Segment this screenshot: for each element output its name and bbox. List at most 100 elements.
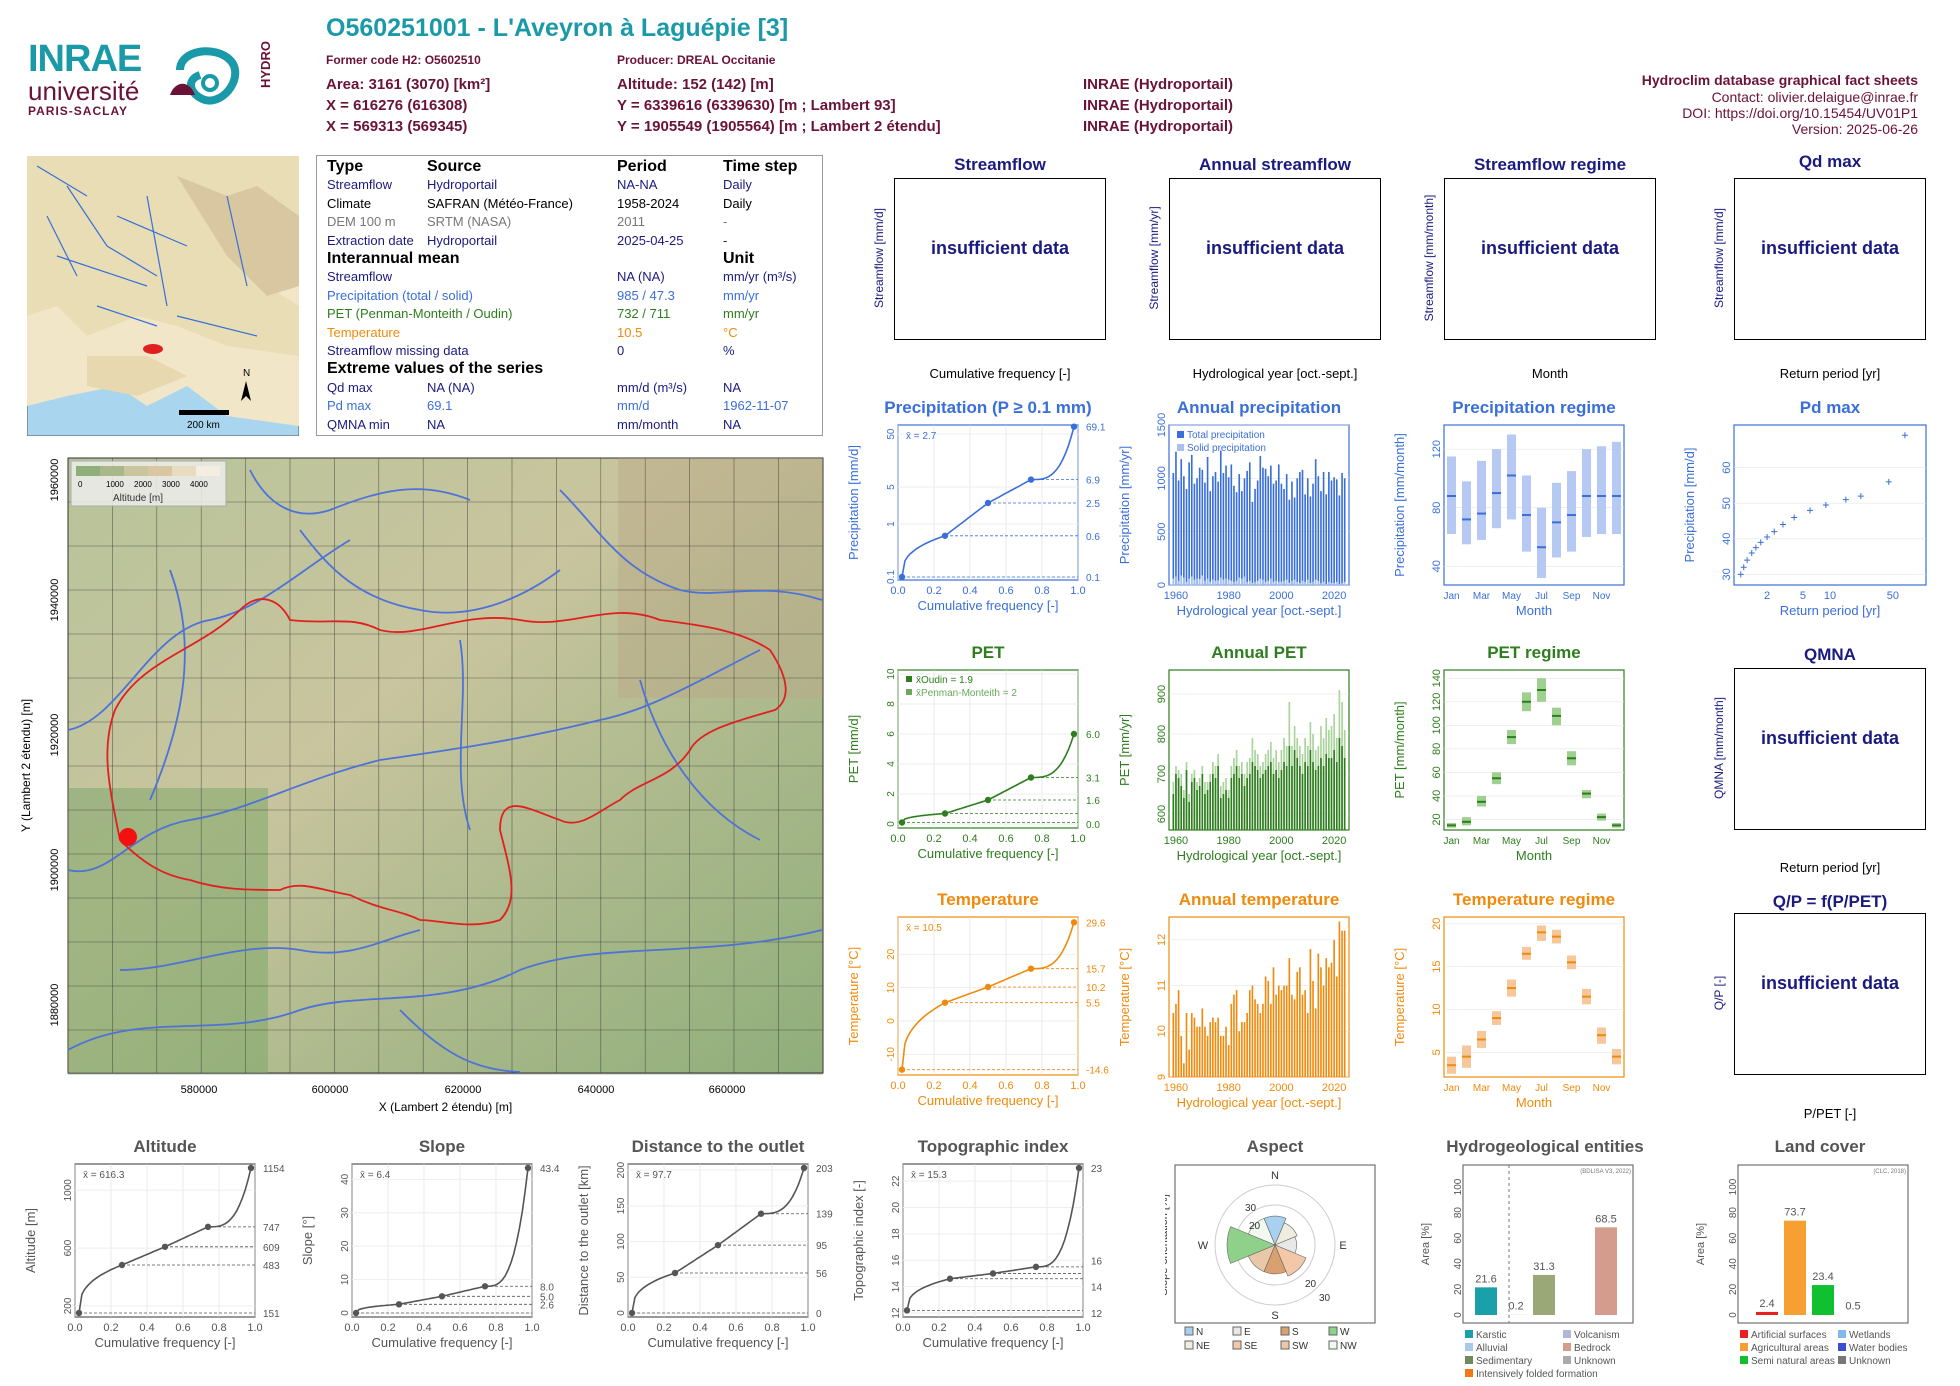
- bar-solid: [1296, 581, 1299, 585]
- tick-label: 5: [1800, 590, 1806, 602]
- legend-label: NW: [1340, 1341, 1357, 1352]
- tick-label: 5: [886, 484, 897, 490]
- tick-label: 0.0: [895, 1322, 910, 1334]
- head-timestep: Time step: [723, 158, 798, 175]
- legend-swatch: [1465, 1356, 1473, 1364]
- tick-label: 4: [886, 761, 897, 767]
- pd-point: [1807, 507, 1814, 514]
- bar-solid: [1172, 578, 1175, 585]
- bar: [1196, 1026, 1198, 1077]
- x-axis-label: Cumulative frequency [-]: [923, 1335, 1064, 1350]
- bar-semi-natural-areas: [1812, 1285, 1834, 1315]
- tick-label: 120: [1431, 440, 1443, 458]
- ext-value: NA (NA): [427, 379, 475, 395]
- y-axis-label: Y (Lambert 2 étendu) [m]: [19, 699, 33, 832]
- bar-solid: [1338, 583, 1341, 585]
- tick-label: 0.0: [67, 1322, 82, 1334]
- tick-label: 120: [1431, 693, 1443, 711]
- quantile-point: [75, 1309, 83, 1317]
- tick-label: 10: [340, 1274, 351, 1286]
- bar-oudin: [1328, 758, 1330, 830]
- y-lambert93: Y = 6339616 (6339630) [m ; Lambert 93]: [617, 97, 896, 114]
- tick-label: 500: [1156, 522, 1168, 540]
- bar-solid: [1306, 579, 1309, 585]
- bar-oudin: [1246, 778, 1248, 830]
- contact[interactable]: Contact: olivier.delaigue@inrae.fr: [1711, 89, 1918, 105]
- bar: [1304, 990, 1306, 1077]
- bar: [1177, 990, 1180, 1077]
- bar-oudin: [1285, 766, 1288, 830]
- tick-label: 60: [1721, 462, 1733, 474]
- bar-solid: [1196, 578, 1198, 585]
- tick-label: 620000: [445, 1084, 482, 1096]
- bar-total: [1285, 474, 1288, 585]
- bar-total: [1212, 476, 1214, 585]
- bar-oudin: [1217, 766, 1219, 830]
- right-label: 0: [816, 1309, 822, 1320]
- bar-total: [1206, 457, 1209, 585]
- tick-label: 1980: [1216, 835, 1240, 847]
- mean-value: 0: [617, 343, 625, 359]
- legend-swatch: [1184, 1326, 1194, 1336]
- bar-oudin: [1309, 750, 1312, 830]
- north-arrow-icon: [241, 381, 251, 401]
- north-label: N: [243, 368, 250, 379]
- mean-value: 732 / 711: [617, 306, 671, 322]
- right-label: 43.4: [540, 1164, 560, 1175]
- legend-label: Solid precipitation: [1187, 443, 1266, 454]
- tick-label: 600: [63, 1239, 74, 1256]
- bar-solid: [1225, 578, 1227, 585]
- tick-label: 80: [1431, 502, 1443, 514]
- pd-point: [1744, 557, 1751, 564]
- bar-oudin: [1330, 758, 1333, 830]
- bar-total: [1296, 478, 1299, 585]
- bar-oudin: [1183, 798, 1185, 830]
- bar-oudin: [1262, 774, 1264, 830]
- tick-label: 150: [616, 1197, 627, 1214]
- bar-total: [1304, 494, 1306, 585]
- bar-oudin: [1333, 750, 1335, 830]
- y-axis-label: Precipitation [mm/yr]: [1117, 446, 1132, 564]
- ext-label: QMNA min: [327, 416, 390, 432]
- y-axis-label: Precipitation [mm/d]: [846, 445, 861, 560]
- tick-label: 200: [616, 1161, 627, 1178]
- bar: [1288, 958, 1291, 1077]
- bar-oudin: [1235, 766, 1238, 830]
- src3: INRAE (Hydroportail): [1083, 118, 1233, 135]
- quantile-point: [903, 1307, 911, 1314]
- bar-total: [1180, 459, 1183, 585]
- tick-label: 40: [1728, 1258, 1739, 1270]
- temp_regime-chart: Temperature regime Month Temperature [°C] 5…: [1392, 890, 1625, 1110]
- bar-solid: [1272, 581, 1275, 585]
- bar-oudin: [1299, 766, 1301, 830]
- bar-oudin: [1219, 798, 1222, 830]
- bar-total: [1264, 468, 1267, 585]
- pd-point: [1757, 539, 1764, 546]
- bar: [1230, 1003, 1233, 1077]
- qmna-plot-box: [1734, 668, 1926, 830]
- mean-value: 10.5: [617, 324, 643, 340]
- y-axis-label: Precipitation [mm/d]: [1682, 448, 1697, 563]
- bar-solid: [1293, 579, 1296, 585]
- qd_max-x-label: Return period [yr]: [1779, 366, 1881, 381]
- doi[interactable]: DOI: https://doi.org/10.15454/UV01P1: [1682, 105, 1918, 121]
- tick-label: 640000: [578, 1084, 615, 1096]
- row-step: -: [723, 232, 728, 248]
- qp-title: Q/P = f(P/PET): [1772, 892, 1888, 911]
- tick-label: 1.0: [524, 1322, 539, 1334]
- legend-label: x̄Oudin = 1.9: [916, 675, 973, 686]
- pet_regime-chart: PET regime Month PET [mm/month] 20 40 60 80 100…: [1392, 643, 1625, 863]
- bar-oudin: [1251, 762, 1254, 830]
- legend-label: N: [1196, 1327, 1203, 1338]
- bar: [1283, 985, 1285, 1077]
- legend-swatch: [1740, 1330, 1748, 1338]
- tick-label: Jan: [1443, 836, 1459, 847]
- tick-label: 1.0: [800, 1322, 815, 1334]
- bar-total: [1254, 489, 1256, 585]
- bar-total: [1288, 499, 1291, 585]
- bar: [1214, 1022, 1217, 1077]
- plot-frame: [1733, 424, 1927, 586]
- right-label: 0.0: [1086, 820, 1100, 831]
- bar-solid: [1275, 580, 1277, 585]
